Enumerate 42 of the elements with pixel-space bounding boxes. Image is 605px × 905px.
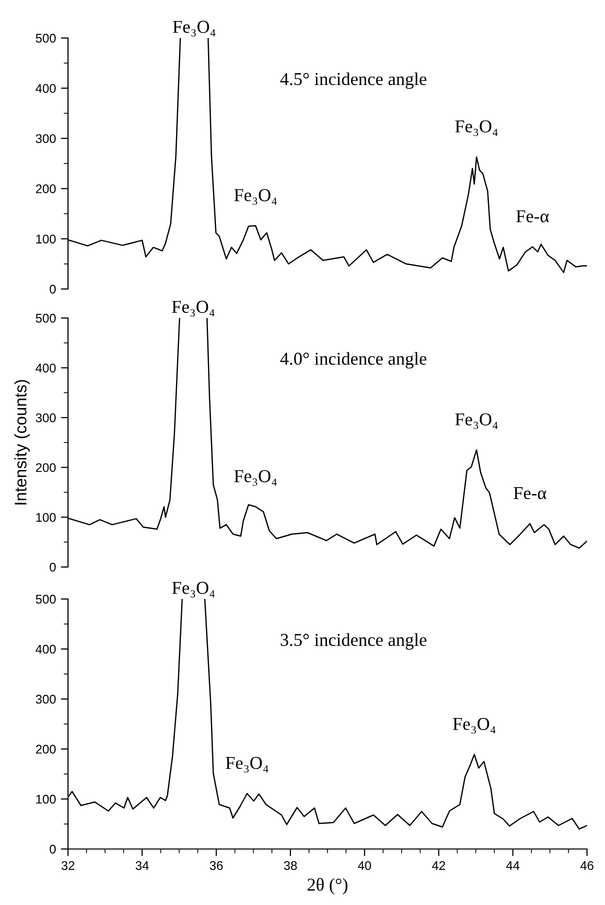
y-tick-label: 100 bbox=[36, 234, 56, 244]
x-tick-label: 46 bbox=[580, 861, 594, 870]
annotation: Fe₃O₄ bbox=[455, 120, 498, 136]
annotation: Fe-α bbox=[514, 487, 546, 500]
annotation: Fe₃O₄ bbox=[226, 756, 268, 773]
y-tick-label: 400 bbox=[36, 364, 56, 372]
text: Fe₃O₄ bbox=[172, 582, 215, 598]
y-axis-title: Intensity (counts) bbox=[14, 380, 30, 504]
y-tick-label: 500 bbox=[36, 34, 56, 43]
annotation: Fe₃O₄ bbox=[234, 189, 277, 205]
y-tick-label: 400 bbox=[36, 84, 56, 93]
annotation: Fe-α bbox=[516, 210, 549, 222]
y-tick-label: 100 bbox=[36, 513, 56, 522]
y-tick-label: 100 bbox=[36, 794, 56, 804]
y-tick-label: 0 bbox=[50, 844, 56, 854]
y-tick-label: 500 bbox=[36, 314, 56, 323]
annotation: Fe₃O₄ bbox=[455, 413, 498, 430]
text: Fe₃O₄ bbox=[172, 20, 216, 36]
annotation: Fe₃O₄ bbox=[452, 718, 496, 734]
x-axis-title: 2θ (°) bbox=[308, 878, 348, 894]
annotation: 3.5° incidence angle bbox=[280, 633, 426, 650]
annotation: 4.0° incidence angle bbox=[280, 352, 426, 369]
y-tick-label: 500 bbox=[36, 594, 56, 604]
x-tick-label: 42 bbox=[432, 861, 446, 870]
y-tick-label: 400 bbox=[36, 644, 56, 654]
y-tick-label: 200 bbox=[36, 744, 56, 754]
y-tick-label: 0 bbox=[50, 284, 56, 294]
x-tick-label: 44 bbox=[506, 861, 520, 870]
text: Fe₃O₄ bbox=[172, 300, 215, 316]
annotation: 4.5° incidence angle bbox=[280, 72, 426, 89]
y-tick-label: 300 bbox=[36, 694, 56, 704]
x-tick-label: 34 bbox=[136, 861, 149, 870]
y-tick-label: 300 bbox=[36, 413, 56, 422]
annotation: Fe₃O₄ bbox=[234, 470, 277, 486]
x-tick-label: 40 bbox=[358, 861, 372, 870]
y-tick-label: 0 bbox=[50, 562, 56, 572]
y-tick-label: 200 bbox=[36, 184, 56, 194]
x-tick-label: 36 bbox=[210, 861, 223, 870]
y-tick-label: 300 bbox=[36, 134, 56, 144]
x-tick-label: 32 bbox=[62, 861, 74, 870]
y-tick-label: 200 bbox=[36, 463, 56, 472]
x-tick-label: 38 bbox=[284, 861, 297, 870]
